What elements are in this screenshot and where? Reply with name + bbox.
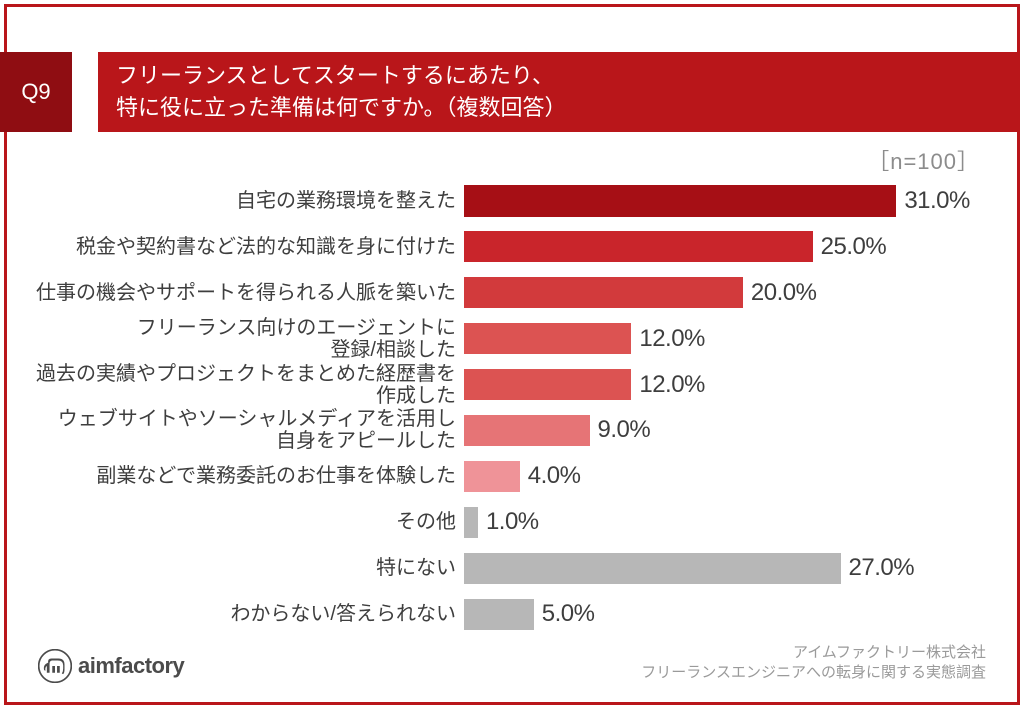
chart-bar	[464, 553, 841, 584]
chart-bar-row: 27.0%	[464, 545, 980, 591]
question-number-badge: Q9	[0, 52, 72, 132]
chart-label: 副業などで業務委託のお仕事を体験した	[34, 453, 464, 499]
chart-value: 25.0%	[821, 233, 887, 261]
chart-bar	[464, 599, 534, 630]
chart-bar-row: 31.0%	[464, 178, 980, 224]
chart-bar	[464, 185, 896, 216]
chart-bar	[464, 461, 520, 492]
chart-bar-row: 1.0%	[464, 499, 980, 545]
chart-bar	[464, 415, 590, 446]
question-title-line1: フリーランスとしてスタートするにあたり、	[116, 60, 1020, 92]
chart-label: フリーランス向けのエージェントに 登録/相談した	[34, 316, 464, 362]
chart-value: 4.0%	[528, 462, 581, 490]
credit-line1: アイムファクトリー株式会社	[641, 643, 986, 663]
elephant-icon	[38, 649, 72, 683]
chart-label: 自宅の業務環境を整えた	[34, 178, 464, 224]
chart-value: 1.0%	[486, 508, 539, 536]
chart-label: 過去の実績やプロジェクトをまとめた経歴書を 作成した	[34, 362, 464, 408]
chart-bar	[464, 507, 478, 538]
chart-bar-row: 25.0%	[464, 224, 980, 270]
footer-logo-text: aimfactory	[78, 653, 184, 679]
chart-value: 31.0%	[904, 187, 970, 215]
question-title-line2: 特に役に立った準備は何ですか。（複数回答）	[116, 92, 1020, 124]
chart-labels-column: 自宅の業務環境を整えた税金や契約書など法的な知識を身に付けた仕事の機会やサポート…	[34, 178, 464, 637]
header-gap	[72, 52, 98, 132]
chart-bar-row: 12.0%	[464, 316, 980, 362]
chart-label: わからない/答えられない	[34, 591, 464, 637]
chart-label: 特にない	[34, 545, 464, 591]
footer-logo: aimfactory	[38, 649, 184, 683]
chart-value: 5.0%	[542, 600, 595, 628]
chart-bar-row: 9.0%	[464, 408, 980, 454]
chart-bar-row: 20.0%	[464, 270, 980, 316]
chart-bar	[464, 231, 813, 262]
chart-label: その他	[34, 499, 464, 545]
sample-size-label: ［n=100］	[867, 144, 980, 176]
chart-bar-row: 12.0%	[464, 362, 980, 408]
bar-chart: 自宅の業務環境を整えた税金や契約書など法的な知識を身に付けた仕事の機会やサポート…	[34, 178, 980, 637]
credit-line2: フリーランスエンジニアへの転身に関する実態調査	[641, 663, 986, 683]
chart-bar-row: 4.0%	[464, 453, 980, 499]
chart-value: 12.0%	[639, 371, 705, 399]
chart-label: 仕事の機会やサポートを得られる人脈を築いた	[34, 270, 464, 316]
question-title-bar: フリーランスとしてスタートするにあたり、 特に役に立った準備は何ですか。（複数回…	[98, 52, 1020, 132]
chart-value: 27.0%	[849, 554, 915, 582]
chart-bar	[464, 277, 743, 308]
chart-value: 12.0%	[639, 325, 705, 353]
chart-bar	[464, 323, 631, 354]
chart-value: 9.0%	[598, 416, 651, 444]
chart-bar-row: 5.0%	[464, 591, 980, 637]
chart-label: 税金や契約書など法的な知識を身に付けた	[34, 224, 464, 270]
chart-label: ウェブサイトやソーシャルメディアを活用し 自身をアピールした	[34, 408, 464, 454]
footer-credit: アイムファクトリー株式会社 フリーランスエンジニアへの転身に関する実態調査	[641, 643, 986, 684]
chart-bars-column: 31.0% 25.0%20.0% 12.0% 12.0% 9.0% 4.0% 1.0% 27.…	[464, 178, 980, 637]
question-header: Q9 フリーランスとしてスタートするにあたり、 特に役に立った準備は何ですか。（…	[0, 52, 1024, 132]
chart-value: 20.0%	[751, 279, 817, 307]
chart-bar	[464, 369, 631, 400]
